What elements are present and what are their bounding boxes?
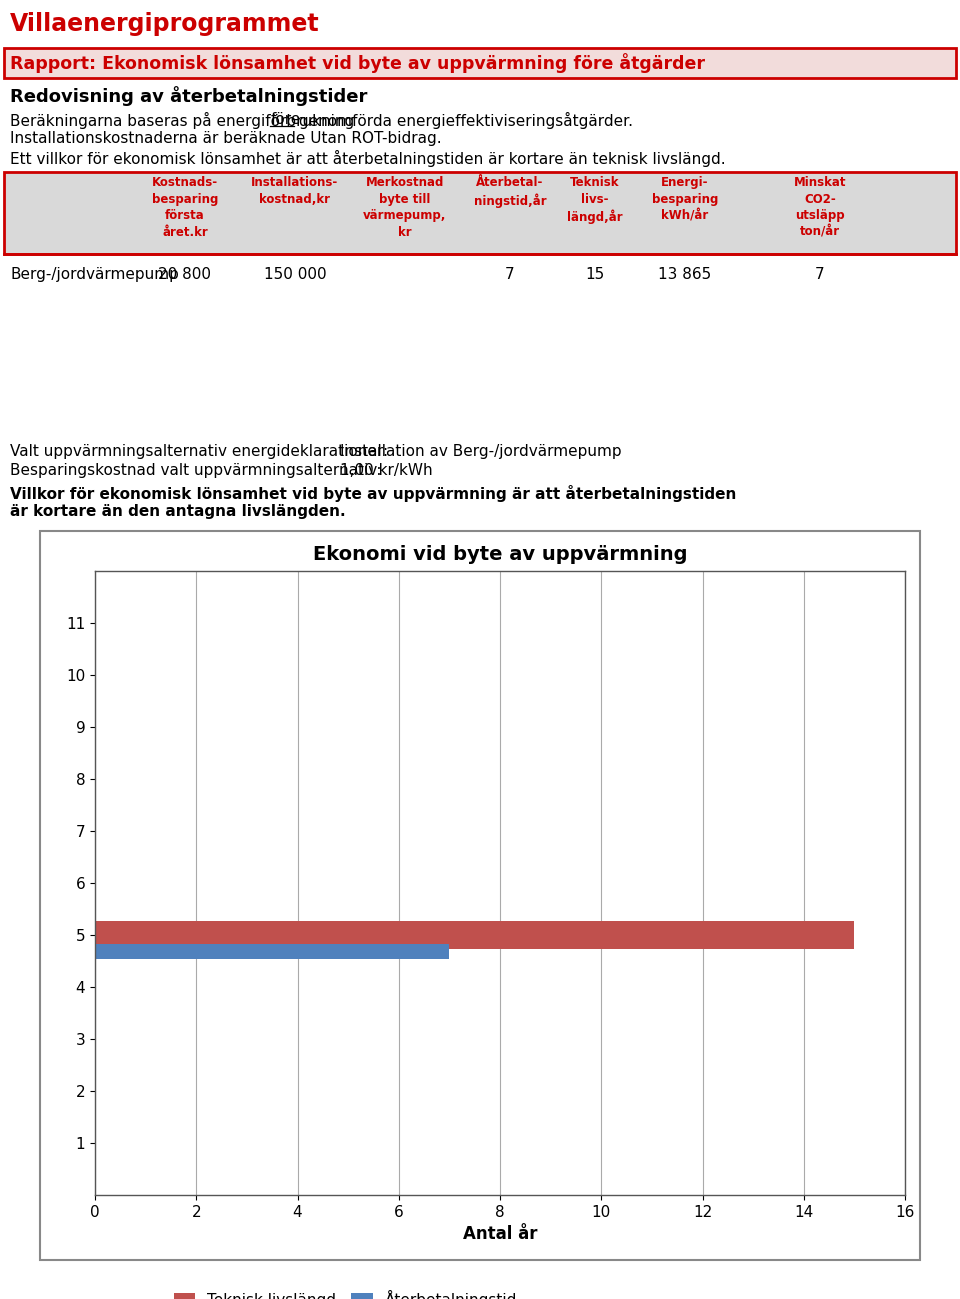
Text: är kortare än den antagna livslängden.: är kortare än den antagna livslängden. <box>10 504 346 520</box>
Text: Kostnads-
besparing
första
året.kr: Kostnads- besparing första året.kr <box>152 175 218 239</box>
Text: Installation av Berg-/jordvärmepump: Installation av Berg-/jordvärmepump <box>340 444 622 459</box>
Text: Berg-/jordvärmepump: Berg-/jordvärmepump <box>10 266 179 282</box>
Text: 13 865: 13 865 <box>659 266 711 282</box>
Text: 1,00 kr/kWh: 1,00 kr/kWh <box>340 462 433 478</box>
Text: 7: 7 <box>815 266 825 282</box>
Text: Villkor för ekonomisk lönsamhet vid byte av uppvärmning är att återbetalningstid: Villkor för ekonomisk lönsamhet vid byte… <box>10 485 736 501</box>
Text: Merkostnad
byte till
värmepump,
kr: Merkostnad byte till värmepump, kr <box>363 175 446 239</box>
Legend: Teknisk livslängd, Återbetalningstid: Teknisk livslängd, Återbetalningstid <box>167 1283 523 1299</box>
Text: 150 000: 150 000 <box>264 266 326 282</box>
Text: Teknisk
livs-
längd,år: Teknisk livs- längd,år <box>567 175 623 225</box>
Text: Installations-
kostnad,kr: Installations- kostnad,kr <box>252 175 339 205</box>
Text: Installationskostnaderna är beräknade Utan ROT-bidrag.: Installationskostnaderna är beräknade Ut… <box>10 131 442 145</box>
Text: 20 800: 20 800 <box>158 266 211 282</box>
FancyBboxPatch shape <box>4 48 956 78</box>
Text: Minskat
CO2-
utsläpp
ton/år: Minskat CO2- utsläpp ton/år <box>794 175 847 239</box>
X-axis label: Antal år: Antal år <box>463 1225 538 1243</box>
Text: Beräkningarna baseras på energiförbrukning: Beräkningarna baseras på energiförbrukni… <box>10 112 359 129</box>
Title: Ekonomi vid byte av uppvärmning: Ekonomi vid byte av uppvärmning <box>313 544 687 564</box>
FancyBboxPatch shape <box>4 171 956 255</box>
Text: Redovisning av återbetalningstider: Redovisning av återbetalningstider <box>10 86 368 107</box>
Text: före: före <box>270 112 300 127</box>
Text: Valt uppvärmningsalternativ energideklarationer:: Valt uppvärmningsalternativ energideklar… <box>10 444 388 459</box>
Text: 15: 15 <box>586 266 605 282</box>
Text: Energi-
besparing
kWh/år: Energi- besparing kWh/år <box>652 175 718 222</box>
Text: Ett villkor för ekonomisk lönsamhet är att återbetalningstiden är kortare än tek: Ett villkor för ekonomisk lönsamhet är a… <box>10 149 726 168</box>
Text: Besparingskostnad valt uppvärmningsalternativ:: Besparingskostnad valt uppvärmningsalter… <box>10 462 381 478</box>
Text: Villaenergiprogrammet: Villaenergiprogrammet <box>10 12 320 36</box>
Text: genomförda energieffektiviseringsåtgärder.: genomförda energieffektiviseringsåtgärde… <box>295 112 634 129</box>
Text: Rapport: Ekonomisk lönsamhet vid byte av uppvärmning före åtgärder: Rapport: Ekonomisk lönsamhet vid byte av… <box>10 53 705 73</box>
Bar <box>95 944 449 959</box>
Bar <box>95 921 854 950</box>
Text: Återbetal-
ningstid,år: Återbetal- ningstid,år <box>473 175 546 208</box>
Text: 7: 7 <box>505 266 515 282</box>
